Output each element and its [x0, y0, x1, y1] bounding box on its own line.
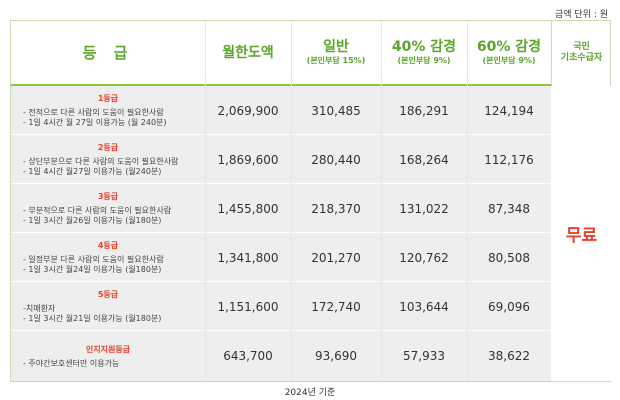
reduce40-value: 186,291	[399, 103, 449, 118]
header-monthly-limit-label: 월한도액	[222, 44, 274, 61]
reduce40-value: 103,644	[399, 299, 449, 314]
general-value: 93,690	[315, 349, 357, 363]
grade-usage: - 1일 4시간 월27일 이용가능 (월240분)	[23, 167, 162, 176]
header-grade-label: 등 급	[82, 43, 134, 62]
header-basic-line1: 국민	[573, 41, 590, 52]
column-divider	[467, 21, 468, 381]
general-value: 218,370	[311, 201, 361, 216]
monthly-limit-value: 1,341,800	[217, 250, 279, 265]
grade-cell: 3등급 - 부분적으로 다른 사람의 도움이 필요한사람 - 1일 3시간 월2…	[11, 184, 205, 233]
table-row: 1등급 - 전적으로 다른 사람의 도움이 필요한사람 - 1일 4시간 월 2…	[11, 86, 551, 135]
grade-name: 1등급	[97, 94, 119, 103]
reduce40-value: 168,264	[399, 152, 449, 167]
header-general-sub: (본인부담 15%)	[306, 56, 366, 65]
header-monthly-limit: 월한도액	[205, 21, 291, 84]
grade-name: 5등급	[97, 290, 119, 299]
table-header: 등 급 월한도액 일반 (본인부담 15%) 40% 감경 (본인부담 9%) …	[11, 21, 551, 86]
grade-cell: 1등급 - 전적으로 다른 사람의 도움이 필요한사람 - 1일 4시간 월 2…	[11, 86, 205, 135]
grade-name: 인지지원등급	[85, 344, 131, 354]
grade-desc: - 부분적으로 다른 사람의 도움이 필요한사람	[23, 206, 172, 215]
grade-desc: - 전적으로 다른 사람의 도움이 필요한사람	[23, 108, 164, 117]
reduce60-value: 38,622	[488, 349, 530, 363]
header-reduce40: 40% 감경 (본인부담 9%)	[381, 21, 467, 84]
header-reduce40-sub: (본인부담 9%)	[397, 56, 451, 65]
general-value: 201,270	[311, 250, 361, 265]
header-basic-recipient: 국민 기초수급자	[551, 21, 612, 84]
table-row: 2등급 - 상단부분으로 다른 사람의 도움이 필요한사람 - 1일 4시간 월…	[11, 135, 551, 184]
header-reduce60-sub: (본인부담 9%)	[482, 56, 536, 65]
grade-name: 2등급	[97, 143, 119, 152]
grade-desc: - 일정부분 다른 사람의 도움이 필요한사람	[23, 255, 164, 264]
column-divider	[291, 21, 292, 381]
general-value: 172,740	[311, 299, 361, 314]
header-reduce60: 60% 감경 (본인부담 9%)	[467, 21, 551, 84]
header-grade: 등 급	[11, 21, 205, 84]
footer-note: 2024년 기준	[284, 388, 336, 398]
column-divider	[381, 21, 382, 381]
reduce60-value: 87,348	[488, 201, 530, 216]
grade-usage: - 1일 3시간 월26일 이용가능 (월180분)	[23, 216, 162, 225]
grade-name: 4등급	[97, 241, 119, 250]
grade-desc: - 상단부분으로 다른 사람의 도움이 필요한사람	[23, 157, 179, 166]
grade-cell: 4등급 - 일정부분 다른 사람의 도움이 필요한사람 - 1일 3시간 월24…	[11, 233, 205, 282]
monthly-limit-value: 2,069,900	[217, 103, 279, 118]
grade-cell: 인지지원등급 - 주야간보호센터만 이용가능	[11, 331, 205, 381]
table-row: 인지지원등급 - 주야간보호센터만 이용가능 643,700 93,690 57…	[11, 331, 551, 381]
grade-cell: 2등급 - 상단부분으로 다른 사람의 도움이 필요한사람 - 1일 4시간 월…	[11, 135, 205, 184]
unit-note: 금액 단위 : 원	[554, 10, 608, 20]
grade-desc: - 주야간보호센터만 이용가능	[23, 358, 120, 368]
free-label: 무료	[551, 86, 612, 381]
monthly-limit-value: 1,151,600	[217, 299, 279, 314]
reduce40-value: 131,022	[399, 201, 449, 216]
monthly-limit-value: 1,455,800	[217, 201, 279, 216]
monthly-limit-value: 1,869,600	[217, 152, 279, 167]
header-general-label: 일반	[323, 39, 349, 55]
reduce60-value: 124,194	[484, 103, 534, 118]
grade-cell: 5등급 -치매환자 - 1일 3시간 월21일 이용가능 (월180분)	[11, 282, 205, 331]
grade-usage: - 1일 4시간 월 27일 이용가능 (월 240분)	[23, 118, 167, 127]
column-divider	[205, 21, 206, 381]
monthly-limit-value: 643,700	[223, 349, 273, 363]
grade-usage: - 1일 3시간 월21일 이용가능 (월180분)	[23, 314, 162, 323]
table-row: 5등급 -치매환자 - 1일 3시간 월21일 이용가능 (월180분) 1,1…	[11, 282, 551, 331]
table-row: 4등급 - 일정부분 다른 사람의 도움이 필요한사람 - 1일 3시간 월24…	[11, 233, 551, 282]
header-basic-line2: 기초수급자	[560, 52, 603, 63]
reduce60-value: 112,176	[484, 152, 534, 167]
grade-desc: -치매환자	[23, 304, 56, 313]
grade-name: 3등급	[97, 192, 119, 201]
general-value: 280,440	[311, 152, 361, 167]
table-row: 3등급 - 부분적으로 다른 사람의 도움이 필요한사람 - 1일 3시간 월2…	[11, 184, 551, 233]
header-reduce40-label: 40% 감경	[391, 39, 457, 55]
reduce60-value: 80,508	[488, 250, 530, 265]
reduce40-value: 57,933	[403, 349, 445, 363]
reduce40-value: 120,762	[399, 250, 449, 265]
grade-usage: - 1일 3시간 월24일 이용가능 (월180분)	[23, 265, 162, 274]
cost-table: 등 급 월한도액 일반 (본인부담 15%) 40% 감경 (본인부담 9%) …	[10, 20, 612, 382]
header-general: 일반 (본인부담 15%)	[291, 21, 381, 84]
reduce60-value: 69,096	[488, 299, 530, 314]
general-value: 310,485	[311, 103, 361, 118]
header-reduce60-label: 60% 감경	[476, 39, 542, 55]
